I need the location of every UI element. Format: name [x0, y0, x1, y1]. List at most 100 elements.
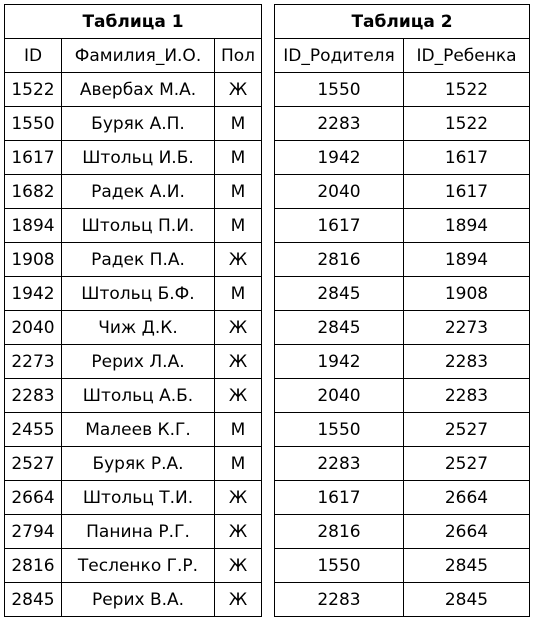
table-row: 2283 2527 [274, 446, 530, 481]
table-row: 2845 Рерих В.А. Ж [4, 582, 263, 617]
column-header-sex: Пол [213, 38, 263, 73]
cell-id: 2455 [4, 412, 62, 447]
cell-sex: М [213, 446, 263, 481]
cell-name: Буряк А.П. [61, 106, 215, 141]
cell-sex: М [213, 412, 263, 447]
cell-name: Радек П.А. [61, 242, 215, 277]
cell-sex: Ж [213, 514, 263, 549]
table-1-body: 1522 Авербах М.А. Ж 1550 Буряк А.П. М 1617 Штол… [4, 72, 263, 617]
cell-sex: Ж [213, 72, 263, 107]
table-row: 1617 Штольц И.Б. М [4, 140, 263, 175]
cell-name: Штольц П.И. [61, 208, 215, 243]
table-row: 2040 Чиж Д.К. Ж [4, 310, 263, 345]
cell-child-id: 2845 [403, 548, 530, 583]
table-row: 1550 2845 [274, 548, 530, 583]
cell-child-id: 1894 [403, 242, 530, 277]
cell-parent-id: 2816 [274, 242, 404, 277]
cell-name: Тесленко Г.Р. [61, 548, 215, 583]
table-row: 2040 1617 [274, 174, 530, 209]
cell-child-id: 1617 [403, 140, 530, 175]
table-row: 1550 Буряк А.П. М [4, 106, 263, 141]
cell-id: 1908 [4, 242, 62, 277]
table-row: 1942 2283 [274, 344, 530, 379]
table-row: 1617 2664 [274, 480, 530, 515]
cell-name: Рерих Л.А. [61, 344, 215, 379]
table-row: 2816 2664 [274, 514, 530, 549]
column-header-child-id: ID_Ребенка [403, 38, 530, 73]
cell-parent-id: 2040 [274, 174, 404, 209]
cell-name: Штольц И.Б. [61, 140, 215, 175]
column-header-id: ID [4, 38, 62, 73]
cell-name: Штольц Т.И. [61, 480, 215, 515]
cell-id: 1617 [4, 140, 62, 175]
cell-id: 2794 [4, 514, 62, 549]
cell-child-id: 2273 [403, 310, 530, 345]
table-2-body: 1550 1522 2283 1522 1942 1617 2040 1617 1617 1894… [274, 72, 530, 617]
cell-parent-id: 2845 [274, 276, 404, 311]
table-1-title: Таблица 1 [3, 4, 263, 39]
cell-child-id: 2845 [403, 582, 530, 617]
cell-name: Радек А.И. [61, 174, 215, 209]
cell-sex: М [213, 174, 263, 209]
cell-child-id: 2527 [403, 412, 530, 447]
cell-parent-id: 2816 [274, 514, 404, 549]
table-row: 2283 1522 [274, 106, 530, 141]
cell-child-id: 2283 [403, 344, 530, 379]
cell-name: Штольц А.Б. [61, 378, 215, 413]
table-row: 1894 Штольц П.И. М [4, 208, 263, 243]
cell-parent-id: 2283 [274, 582, 404, 617]
cell-child-id: 1894 [403, 208, 530, 243]
table-row: 2273 Рерих Л.А. Ж [4, 344, 263, 379]
table-row: 2816 1894 [274, 242, 530, 277]
cell-parent-id: 1550 [274, 72, 404, 107]
cell-sex: Ж [213, 242, 263, 277]
cell-parent-id: 1942 [274, 140, 404, 175]
cell-name: Авербах М.А. [61, 72, 215, 107]
cell-name: Рерих В.А. [61, 582, 215, 617]
table-row: 2040 2283 [274, 378, 530, 413]
cell-child-id: 2527 [403, 446, 530, 481]
cell-sex: Ж [213, 378, 263, 413]
table-2-header-row: ID_Родителя ID_Ребенка [274, 38, 530, 73]
cell-name: Буряк Р.А. [61, 446, 215, 481]
cell-parent-id: 1617 [274, 208, 404, 243]
cell-id: 1550 [4, 106, 62, 141]
cell-sex: Ж [213, 344, 263, 379]
cell-id: 1894 [4, 208, 62, 243]
table-1-title-row: Таблица 1 [3, 4, 263, 39]
table-2: Таблица 2 ID_Родителя ID_Ребенка 1550 152… [274, 4, 530, 617]
cell-parent-id: 1942 [274, 344, 404, 379]
table-row: 1942 1617 [274, 140, 530, 175]
cell-sex: Ж [213, 480, 263, 515]
table-1: Таблица 1 ID Фамилия_И.О. Пол 1522 Аверба… [3, 4, 263, 617]
table-1-header-row: ID Фамилия_И.О. Пол [4, 38, 263, 73]
cell-child-id: 1908 [403, 276, 530, 311]
cell-parent-id: 2845 [274, 310, 404, 345]
table-row: 1617 1894 [274, 208, 530, 243]
cell-parent-id: 2283 [274, 106, 404, 141]
cell-name: Малеев К.Г. [61, 412, 215, 447]
table-row: 2283 Штольц А.Б. Ж [4, 378, 263, 413]
cell-child-id: 1522 [403, 106, 530, 141]
cell-id: 1682 [4, 174, 62, 209]
cell-sex: Ж [213, 548, 263, 583]
cell-id: 2283 [4, 378, 62, 413]
table-row: 2845 2273 [274, 310, 530, 345]
table-row: 1942 Штольц Б.Ф. М [4, 276, 263, 311]
table-2-title: Таблица 2 [274, 4, 530, 39]
table-row: 1908 Радек П.А. Ж [4, 242, 263, 277]
cell-sex: М [213, 140, 263, 175]
cell-name: Панина Р.Г. [61, 514, 215, 549]
cell-id: 2527 [4, 446, 62, 481]
cell-parent-id: 1550 [274, 412, 404, 447]
cell-id: 1942 [4, 276, 62, 311]
cell-child-id: 2664 [403, 480, 530, 515]
cell-id: 2816 [4, 548, 62, 583]
cell-name: Штольц Б.Ф. [61, 276, 215, 311]
table-row: 2283 2845 [274, 582, 530, 617]
column-header-parent-id: ID_Родителя [274, 38, 404, 73]
table-row: 2455 Малеев К.Г. М [4, 412, 263, 447]
table-row: 2664 Штольц Т.И. Ж [4, 480, 263, 515]
table-row: 2527 Буряк Р.А. М [4, 446, 263, 481]
cell-name: Чиж Д.К. [61, 310, 215, 345]
